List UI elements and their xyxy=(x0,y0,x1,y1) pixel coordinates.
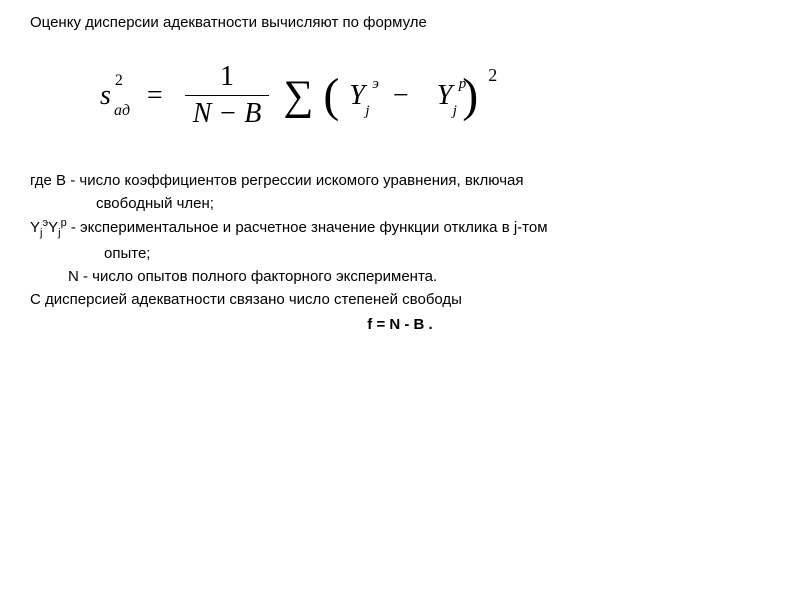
def-y-line2: опыте; xyxy=(30,243,770,264)
squared-exponent: 2 xyxy=(488,65,497,86)
fraction-one-over-n-minus-b: 1 N − B xyxy=(185,61,270,130)
y-predicted: Y p j xyxy=(437,80,453,112)
dof-formula: f = N - B . xyxy=(30,314,770,335)
adequacy-variance-formula: s 2 aд = 1 N − B ∑ ( Y э j − Y p j ) 2 xyxy=(100,61,770,130)
def-dof-intro: С дисперсией адекватности связано число … xyxy=(30,289,770,310)
intro-text: Оценку дисперсии адекватности вычисляют … xyxy=(30,14,770,31)
definitions-block: где B - число коэффициентов регрессии ис… xyxy=(30,170,770,335)
def-n-line: N - число опытов полного факторного эксп… xyxy=(30,266,770,287)
def-b-line1: где B - число коэффициентов регрессии ис… xyxy=(30,170,770,191)
summation-symbol: ∑ xyxy=(283,72,313,120)
left-paren: ( xyxy=(323,68,339,123)
def-y-line1: YjэYjp - экспериментальное и расчетное з… xyxy=(30,216,770,241)
minus-sign: − xyxy=(393,80,409,112)
y-experimental: Y э j xyxy=(349,80,365,112)
var-s-squared-ad: s 2 aд xyxy=(100,80,111,112)
def-b-line2: свободный член; xyxy=(30,193,770,214)
equals-sign: = xyxy=(147,80,163,112)
